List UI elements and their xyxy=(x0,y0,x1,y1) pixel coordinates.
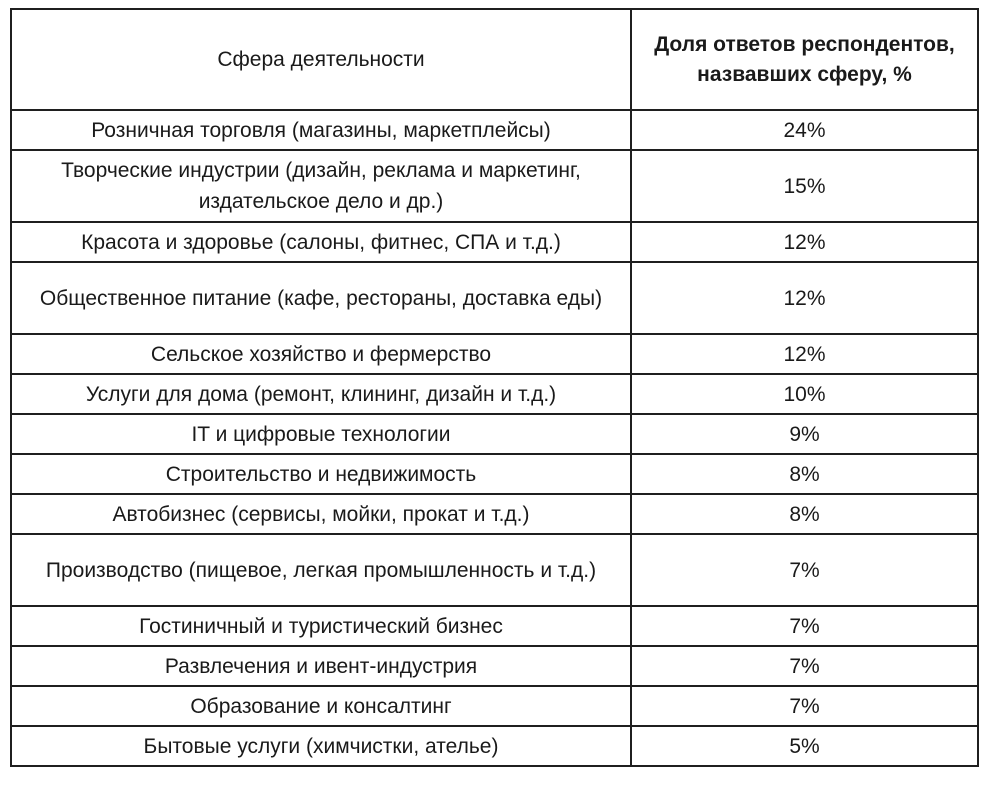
sphere-cell: IT и цифровые технологии xyxy=(10,413,632,455)
share-cell: 8% xyxy=(630,493,979,535)
table-row: Общественное питание (кафе, рестораны, д… xyxy=(10,261,979,335)
share-cell: 12% xyxy=(630,221,979,263)
sphere-cell: Бытовые услуги (химчистки, ателье) xyxy=(10,725,632,767)
table-row: Розничная торговля (магазины, маркетплей… xyxy=(10,109,979,151)
share-cell: 9% xyxy=(630,413,979,455)
table-row: Производство (пищевое, легкая промышленн… xyxy=(10,533,979,607)
sphere-cell: Гостиничный и туристический бизнес xyxy=(10,605,632,647)
share-cell: 15% xyxy=(630,149,979,223)
header-sphere: Сфера деятельности xyxy=(10,8,632,111)
table-row: Развлечения и ивент-индустрия 7% xyxy=(10,645,979,687)
table-row: Бытовые услуги (химчистки, ателье) 5% xyxy=(10,725,979,767)
share-cell: 5% xyxy=(630,725,979,767)
table-row: Красота и здоровье (салоны, фитнес, СПА … xyxy=(10,221,979,263)
sphere-cell: Производство (пищевое, легкая промышленн… xyxy=(10,533,632,607)
sphere-cell: Сельское хозяйство и фермерство xyxy=(10,333,632,375)
sphere-cell: Розничная торговля (магазины, маркетплей… xyxy=(10,109,632,151)
table-row: Образование и консалтинг 7% xyxy=(10,685,979,727)
sphere-cell: Красота и здоровье (салоны, фитнес, СПА … xyxy=(10,221,632,263)
sphere-cell: Образование и консалтинг xyxy=(10,685,632,727)
sphere-cell: Творческие индустрии (дизайн, реклама и … xyxy=(10,149,632,223)
share-cell: 12% xyxy=(630,333,979,375)
header-share: Доля ответов респондентов, назвавших сфе… xyxy=(630,8,979,111)
sphere-cell: Общественное питание (кафе, рестораны, д… xyxy=(10,261,632,335)
share-cell: 10% xyxy=(630,373,979,415)
sphere-cell: Автобизнес (сервисы, мойки, прокат и т.д… xyxy=(10,493,632,535)
share-cell: 24% xyxy=(630,109,979,151)
survey-table: Сфера деятельности Доля ответов респонде… xyxy=(10,8,979,767)
table-row: Услуги для дома (ремонт, клининг, дизайн… xyxy=(10,373,979,415)
table-row: Строительство и недвижимость 8% xyxy=(10,453,979,495)
share-cell: 7% xyxy=(630,533,979,607)
survey-table-container: Сфера деятельности Доля ответов респонде… xyxy=(10,8,979,767)
share-cell: 7% xyxy=(630,645,979,687)
sphere-cell: Развлечения и ивент-индустрия xyxy=(10,645,632,687)
share-cell: 7% xyxy=(630,685,979,727)
table-row: IT и цифровые технологии 9% xyxy=(10,413,979,455)
header-row: Сфера деятельности Доля ответов респонде… xyxy=(10,8,979,111)
table-row: Гостиничный и туристический бизнес 7% xyxy=(10,605,979,647)
table-body: Розничная торговля (магазины, маркетплей… xyxy=(10,109,979,767)
share-cell: 7% xyxy=(630,605,979,647)
table-row: Сельское хозяйство и фермерство 12% xyxy=(10,333,979,375)
table-row: Автобизнес (сервисы, мойки, прокат и т.д… xyxy=(10,493,979,535)
sphere-cell: Строительство и недвижимость xyxy=(10,453,632,495)
sphere-cell: Услуги для дома (ремонт, клининг, дизайн… xyxy=(10,373,632,415)
share-cell: 8% xyxy=(630,453,979,495)
table-header: Сфера деятельности Доля ответов респонде… xyxy=(10,8,979,111)
table-row: Творческие индустрии (дизайн, реклама и … xyxy=(10,149,979,223)
share-cell: 12% xyxy=(630,261,979,335)
